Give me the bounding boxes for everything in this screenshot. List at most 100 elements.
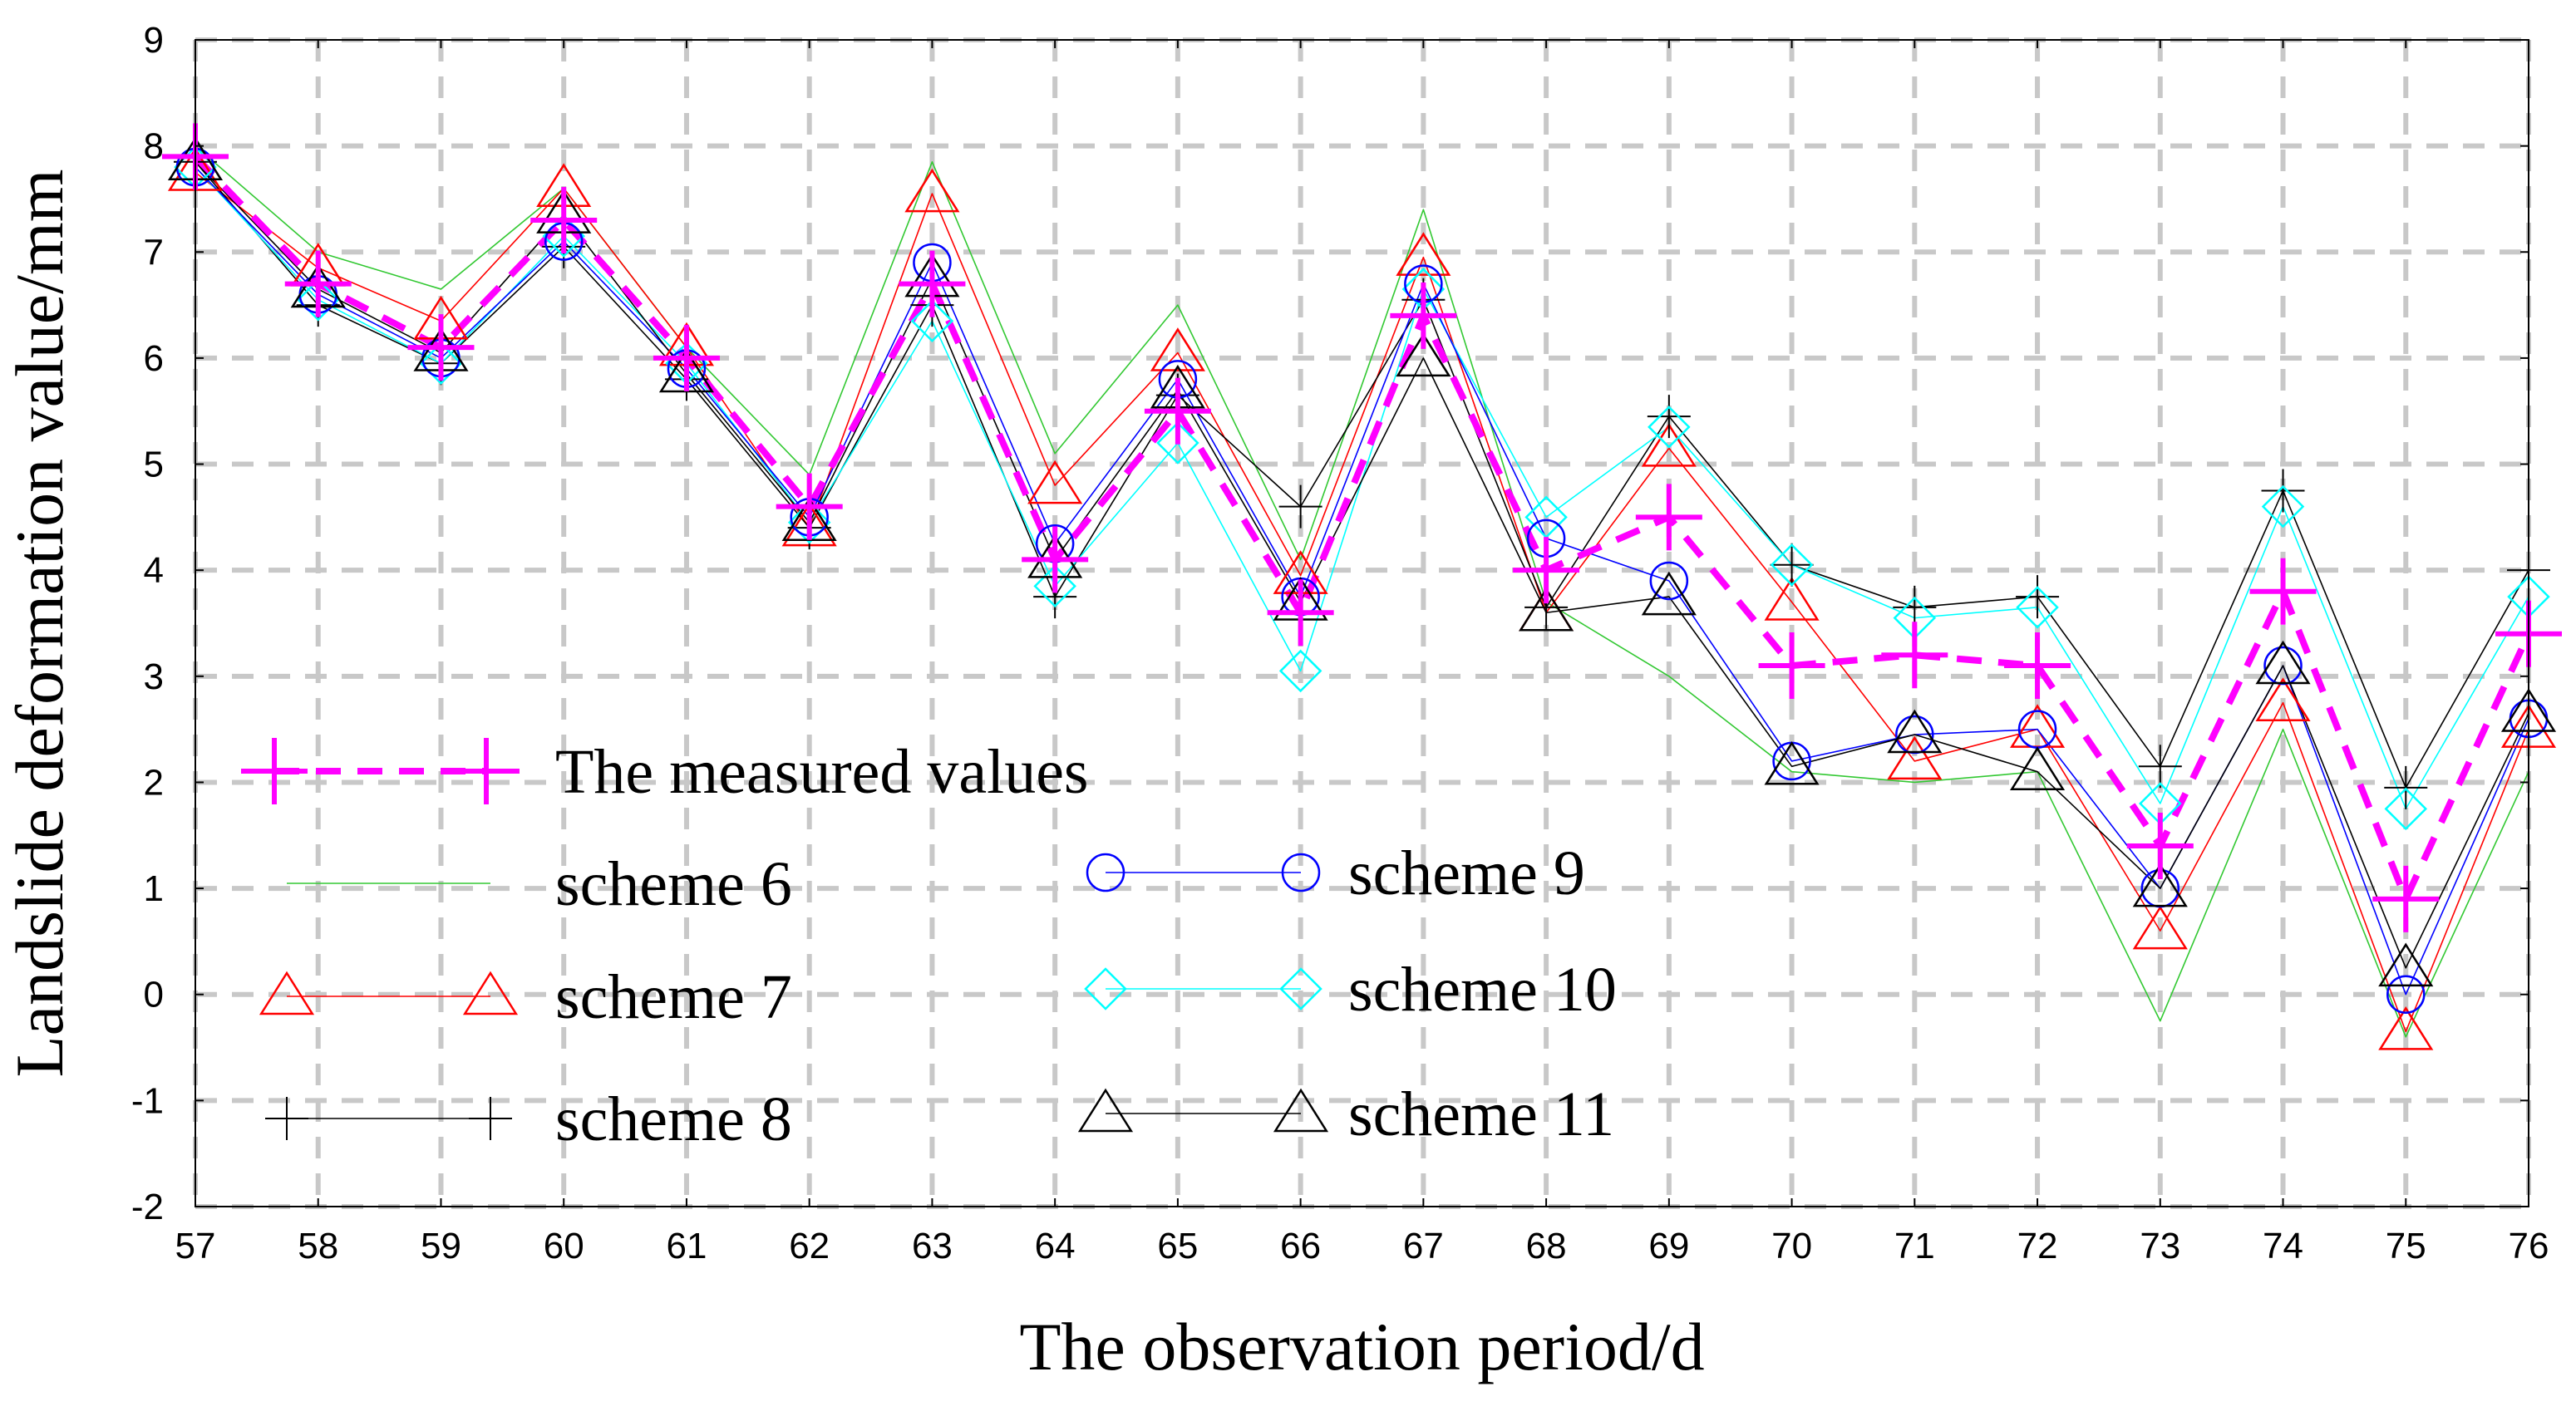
legend-marker-5 <box>1279 967 1322 1010</box>
data-point-series-5 <box>2016 586 2059 629</box>
data-point-series-3 <box>1647 395 1691 439</box>
data-point-series-2 <box>2378 1006 2434 1050</box>
x-tick-label: 68 <box>1526 1226 1567 1266</box>
x-tick-label: 71 <box>1894 1226 1935 1266</box>
data-point-series-0 <box>1758 632 1825 700</box>
legend-marker-2 <box>259 971 315 1015</box>
data-point-series-2 <box>2255 677 2311 721</box>
x-tick-label: 63 <box>912 1226 953 1266</box>
data-point-series-5 <box>2261 484 2305 529</box>
data-point-series-2 <box>1027 460 1083 504</box>
data-point-series-6 <box>1887 709 1943 754</box>
y-tick-label: 3 <box>144 656 164 697</box>
data-point-series-5 <box>1033 564 1076 608</box>
legend-label: scheme 8 <box>555 1084 792 1154</box>
data-point-series-2 <box>1887 735 1943 780</box>
legend-marker-2 <box>462 971 519 1015</box>
data-point-series-5 <box>419 342 463 386</box>
data-point-series-6 <box>1641 571 1697 616</box>
legend-marker-5 <box>1084 967 1127 1010</box>
x-tick-label: 61 <box>666 1226 707 1266</box>
data-point-series-0 <box>776 473 843 540</box>
data-point-series-2 <box>2132 905 2188 950</box>
x-tick-label: 64 <box>1035 1226 1076 1266</box>
legend-label: scheme 6 <box>555 849 792 919</box>
legend-marker-6 <box>1077 1088 1134 1133</box>
data-point-series-6 <box>2378 942 2434 987</box>
x-tick-label: 74 <box>2263 1226 2303 1266</box>
data-point-series-6 <box>2132 863 2188 907</box>
legend-marker-6 <box>1273 1088 1329 1133</box>
data-point-series-6 <box>1396 332 1451 377</box>
data-point-series-2 <box>904 168 960 213</box>
x-axis-title: The observation period/d <box>1019 1309 1704 1384</box>
legend-marker-4 <box>1086 853 1125 892</box>
y-tick-label: -2 <box>131 1187 164 1227</box>
y-tick-label: 2 <box>144 762 164 803</box>
y-tick-label: 1 <box>144 868 164 909</box>
data-point-series-5 <box>1648 406 1691 449</box>
y-tick-label: 4 <box>144 550 164 591</box>
legend-marker-0 <box>241 738 308 804</box>
legend-marker-4 <box>1281 853 1321 892</box>
data-point-series-3 <box>2138 745 2182 789</box>
data-point-series-0 <box>2372 865 2440 932</box>
y-tick-label: 8 <box>144 126 164 167</box>
x-tick-label: 60 <box>544 1226 584 1266</box>
data-point-series-5 <box>910 299 954 343</box>
series-markers <box>162 123 2562 1050</box>
series-line-0 <box>193 154 2532 902</box>
data-point-series-2 <box>1150 327 1205 371</box>
x-tick-label: 70 <box>1771 1226 1812 1266</box>
series-line-4 <box>195 166 2529 996</box>
plot-frame <box>195 39 2529 1207</box>
y-tick-label: -1 <box>131 1080 164 1121</box>
y-tick-label: 9 <box>144 20 164 61</box>
data-point-series-6 <box>658 348 715 393</box>
x-tick-label: 62 <box>789 1226 830 1266</box>
y-tick-label: 0 <box>144 975 164 1015</box>
data-point-series-0 <box>1513 537 1580 604</box>
data-point-series-0 <box>899 250 966 317</box>
data-point-series-0 <box>1022 526 1089 593</box>
data-point-series-0 <box>1390 282 1457 349</box>
data-point-series-0 <box>653 324 720 391</box>
legend-marker-3 <box>265 1097 308 1140</box>
legend-label: scheme 9 <box>1348 838 1585 908</box>
legend-label: scheme 11 <box>1348 1079 1614 1149</box>
series-line-3 <box>195 161 2529 789</box>
legend-label: The measured values <box>555 737 1089 807</box>
data-point-series-6 <box>2255 640 2311 685</box>
x-tick-label: 58 <box>298 1226 338 1266</box>
series-lines <box>193 145 2532 1038</box>
x-tick-label: 66 <box>1280 1226 1321 1266</box>
data-point-series-6 <box>2009 746 2066 790</box>
data-point-series-0 <box>1881 622 1948 689</box>
data-point-series-0 <box>2126 813 2194 880</box>
data-point-series-0 <box>407 314 475 381</box>
data-point-series-2 <box>1641 423 1697 467</box>
data-point-series-5 <box>2384 787 2428 831</box>
x-tick-label: 76 <box>2509 1226 2549 1266</box>
data-point-series-3 <box>2261 469 2305 513</box>
data-point-series-0 <box>530 186 598 253</box>
legend-marker-0 <box>453 738 520 804</box>
y-tick-label: 5 <box>144 445 164 485</box>
data-point-series-5 <box>1278 649 1322 693</box>
data-point-series-5 <box>1770 543 1814 587</box>
data-point-series-0 <box>2249 558 2317 625</box>
data-point-series-3 <box>1893 585 1937 629</box>
data-point-series-6 <box>781 497 837 541</box>
legend-label: scheme 7 <box>555 962 792 1032</box>
data-point-series-0 <box>1635 484 1702 551</box>
data-point-series-4 <box>1649 561 1689 601</box>
legend-label: scheme 10 <box>1348 955 1617 1025</box>
x-tick-label: 75 <box>2386 1226 2426 1266</box>
data-point-series-4 <box>2386 975 2426 1014</box>
y-axis-title: Landslide deformation value/mm <box>2 169 77 1077</box>
legend-marker-3 <box>469 1097 512 1140</box>
data-point-series-0 <box>1144 377 1211 445</box>
data-point-series-3 <box>1278 484 1322 529</box>
data-point-series-0 <box>1267 579 1334 647</box>
